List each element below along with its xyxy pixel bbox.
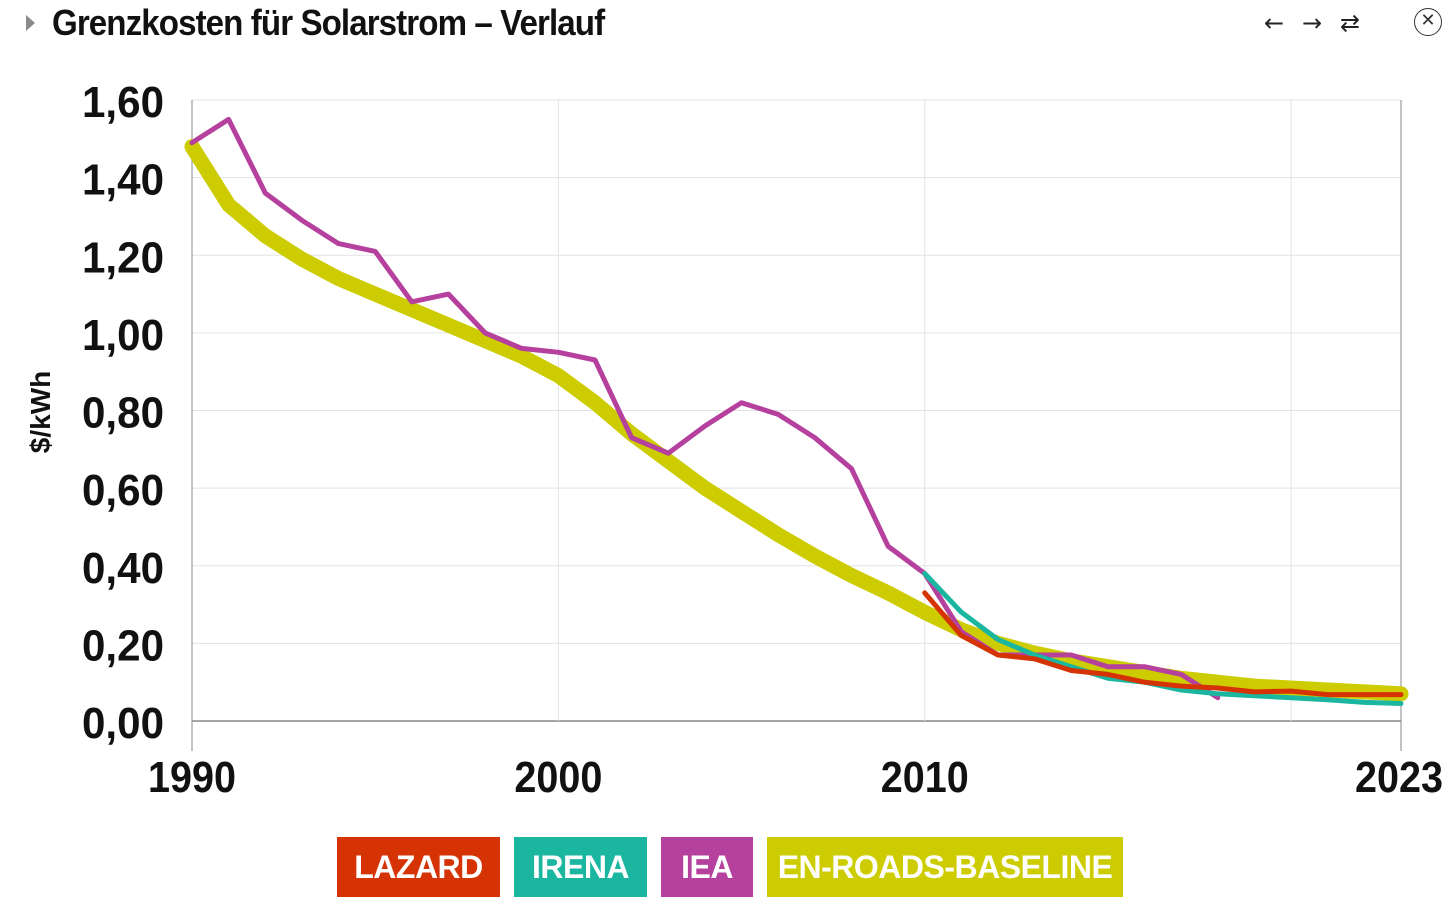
y-tick-label: 0,00 xyxy=(82,699,164,748)
y-tick-label: 1,00 xyxy=(82,311,164,360)
chart-header: Grenzkosten für Solarstrom – Verlauf ← →… xyxy=(0,0,1456,52)
legend-item-lazard[interactable]: LAZARD xyxy=(337,837,500,897)
x-tick-label: 2000 xyxy=(514,753,602,802)
y-axis-label: $/kWh xyxy=(25,371,56,453)
y-tick-label: 0,80 xyxy=(82,389,164,438)
legend-item-en-roads-baseline[interactable]: EN-ROADS-BASELINE xyxy=(767,837,1123,897)
legend-item-irena[interactable]: IRENA xyxy=(514,837,647,897)
y-tick-label: 1,20 xyxy=(82,233,164,282)
chart-title: Grenzkosten für Solarstrom – Verlauf xyxy=(52,2,605,43)
close-circle-icon[interactable]: ✕ xyxy=(1414,8,1442,36)
repeat-icon[interactable]: ⇄ xyxy=(1339,9,1361,37)
legend-item-iea[interactable]: IEA xyxy=(661,837,753,897)
y-tick-label: 1,40 xyxy=(82,156,164,205)
axes: 0,00 0,20 0,40 0,60 0,80 1,00 1,20 1,40 1,60 1990… xyxy=(82,78,1443,802)
arrow-left-icon[interactable]: ← xyxy=(1263,9,1285,37)
y-tick-label: 0,60 xyxy=(82,466,164,515)
series-line-lazard xyxy=(922,590,1404,698)
y-tick-label: 0,40 xyxy=(82,544,164,593)
x-tick-label: 1990 xyxy=(148,753,236,802)
series-line-iea xyxy=(189,116,1221,701)
y-tick-label: 0,20 xyxy=(82,621,164,670)
expand-caret-icon[interactable] xyxy=(26,15,35,31)
series-line-en-roads-baseline xyxy=(184,139,1409,702)
grid-lines xyxy=(191,99,1402,751)
x-tick-label: 2010 xyxy=(881,753,969,802)
series-lines xyxy=(184,116,1409,706)
arrow-right-icon[interactable]: → xyxy=(1301,9,1323,37)
x-tick-label: 2023 xyxy=(1355,753,1443,802)
y-tick-label: 1,60 xyxy=(82,78,164,127)
